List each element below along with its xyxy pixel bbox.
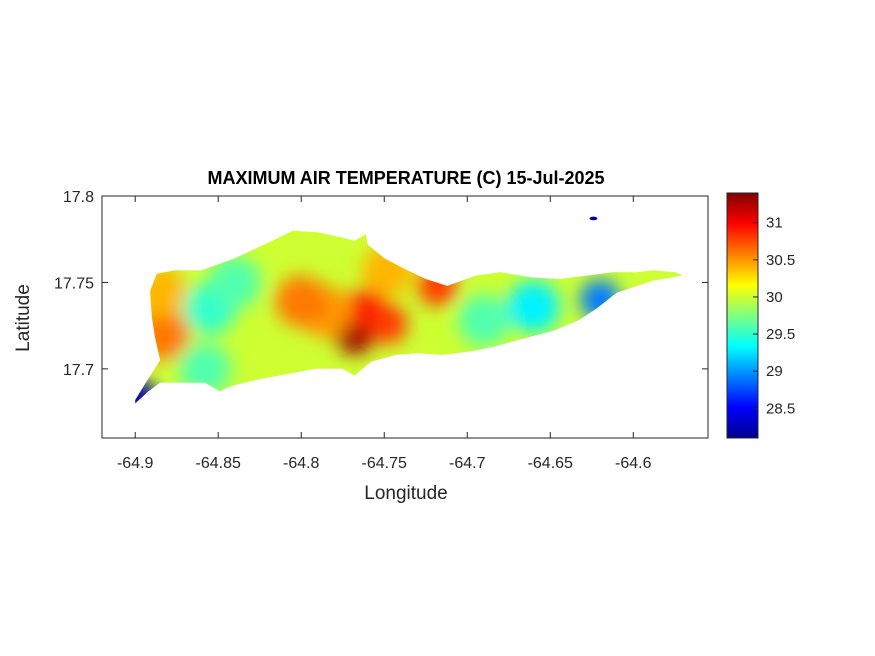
temperature-hotspot bbox=[135, 379, 159, 404]
map-title: MAXIMUM AIR TEMPERATURE (C) 15-Jul-2025 bbox=[207, 168, 604, 188]
x-tick-label: -64.75 bbox=[362, 455, 407, 472]
colorbar-tick-label: 30 bbox=[766, 289, 783, 306]
colorbar-tick-label: 29 bbox=[766, 363, 783, 380]
temperature-hotspot bbox=[208, 256, 261, 309]
x-tick-label: -64.65 bbox=[528, 455, 573, 472]
temperature-hotspot bbox=[178, 342, 231, 395]
temperature-hotspot bbox=[275, 275, 328, 328]
colorbar-tick-label: 28.5 bbox=[766, 400, 795, 417]
y-tick-label: 17.7 bbox=[63, 362, 94, 379]
colorbar-ticks: 28.5 29 29.5 30 30.5 31 bbox=[753, 215, 795, 417]
y-axis: 17.7 17.75 17.8 bbox=[54, 189, 708, 379]
x-tick-label: -64.7 bbox=[449, 455, 486, 472]
offshore-islet bbox=[589, 216, 598, 221]
temperature-hotspot bbox=[367, 303, 408, 344]
y-tick-label: 17.8 bbox=[63, 189, 94, 206]
colorbar-tick-label: 29.5 bbox=[766, 326, 795, 343]
x-tick-label: -64.85 bbox=[196, 455, 241, 472]
y-tick-label: 17.75 bbox=[54, 275, 94, 292]
y-axis-label: Latitude bbox=[13, 284, 34, 352]
colorbar-tick-label: 31 bbox=[766, 215, 783, 232]
temperature-hotspot bbox=[507, 280, 560, 333]
x-tick-label: -64.6 bbox=[615, 455, 652, 472]
colorbar: 28.5 29 29.5 30 30.5 31 bbox=[726, 192, 795, 439]
x-tick-label: -64.8 bbox=[283, 455, 320, 472]
island-base-fill bbox=[135, 230, 684, 404]
x-tick-label: -64.9 bbox=[117, 455, 154, 472]
x-axis-label: Longitude bbox=[364, 483, 447, 504]
axes-box bbox=[101, 195, 709, 439]
colorbar-tick-label: 30.5 bbox=[766, 252, 795, 269]
temperature-hotspot bbox=[457, 294, 510, 347]
x-axis: -64.9 -64.85 -64.8 -64.75 -64.7 -64.65 -64.6 bbox=[117, 196, 652, 472]
colorbar-gradient bbox=[726, 192, 759, 439]
